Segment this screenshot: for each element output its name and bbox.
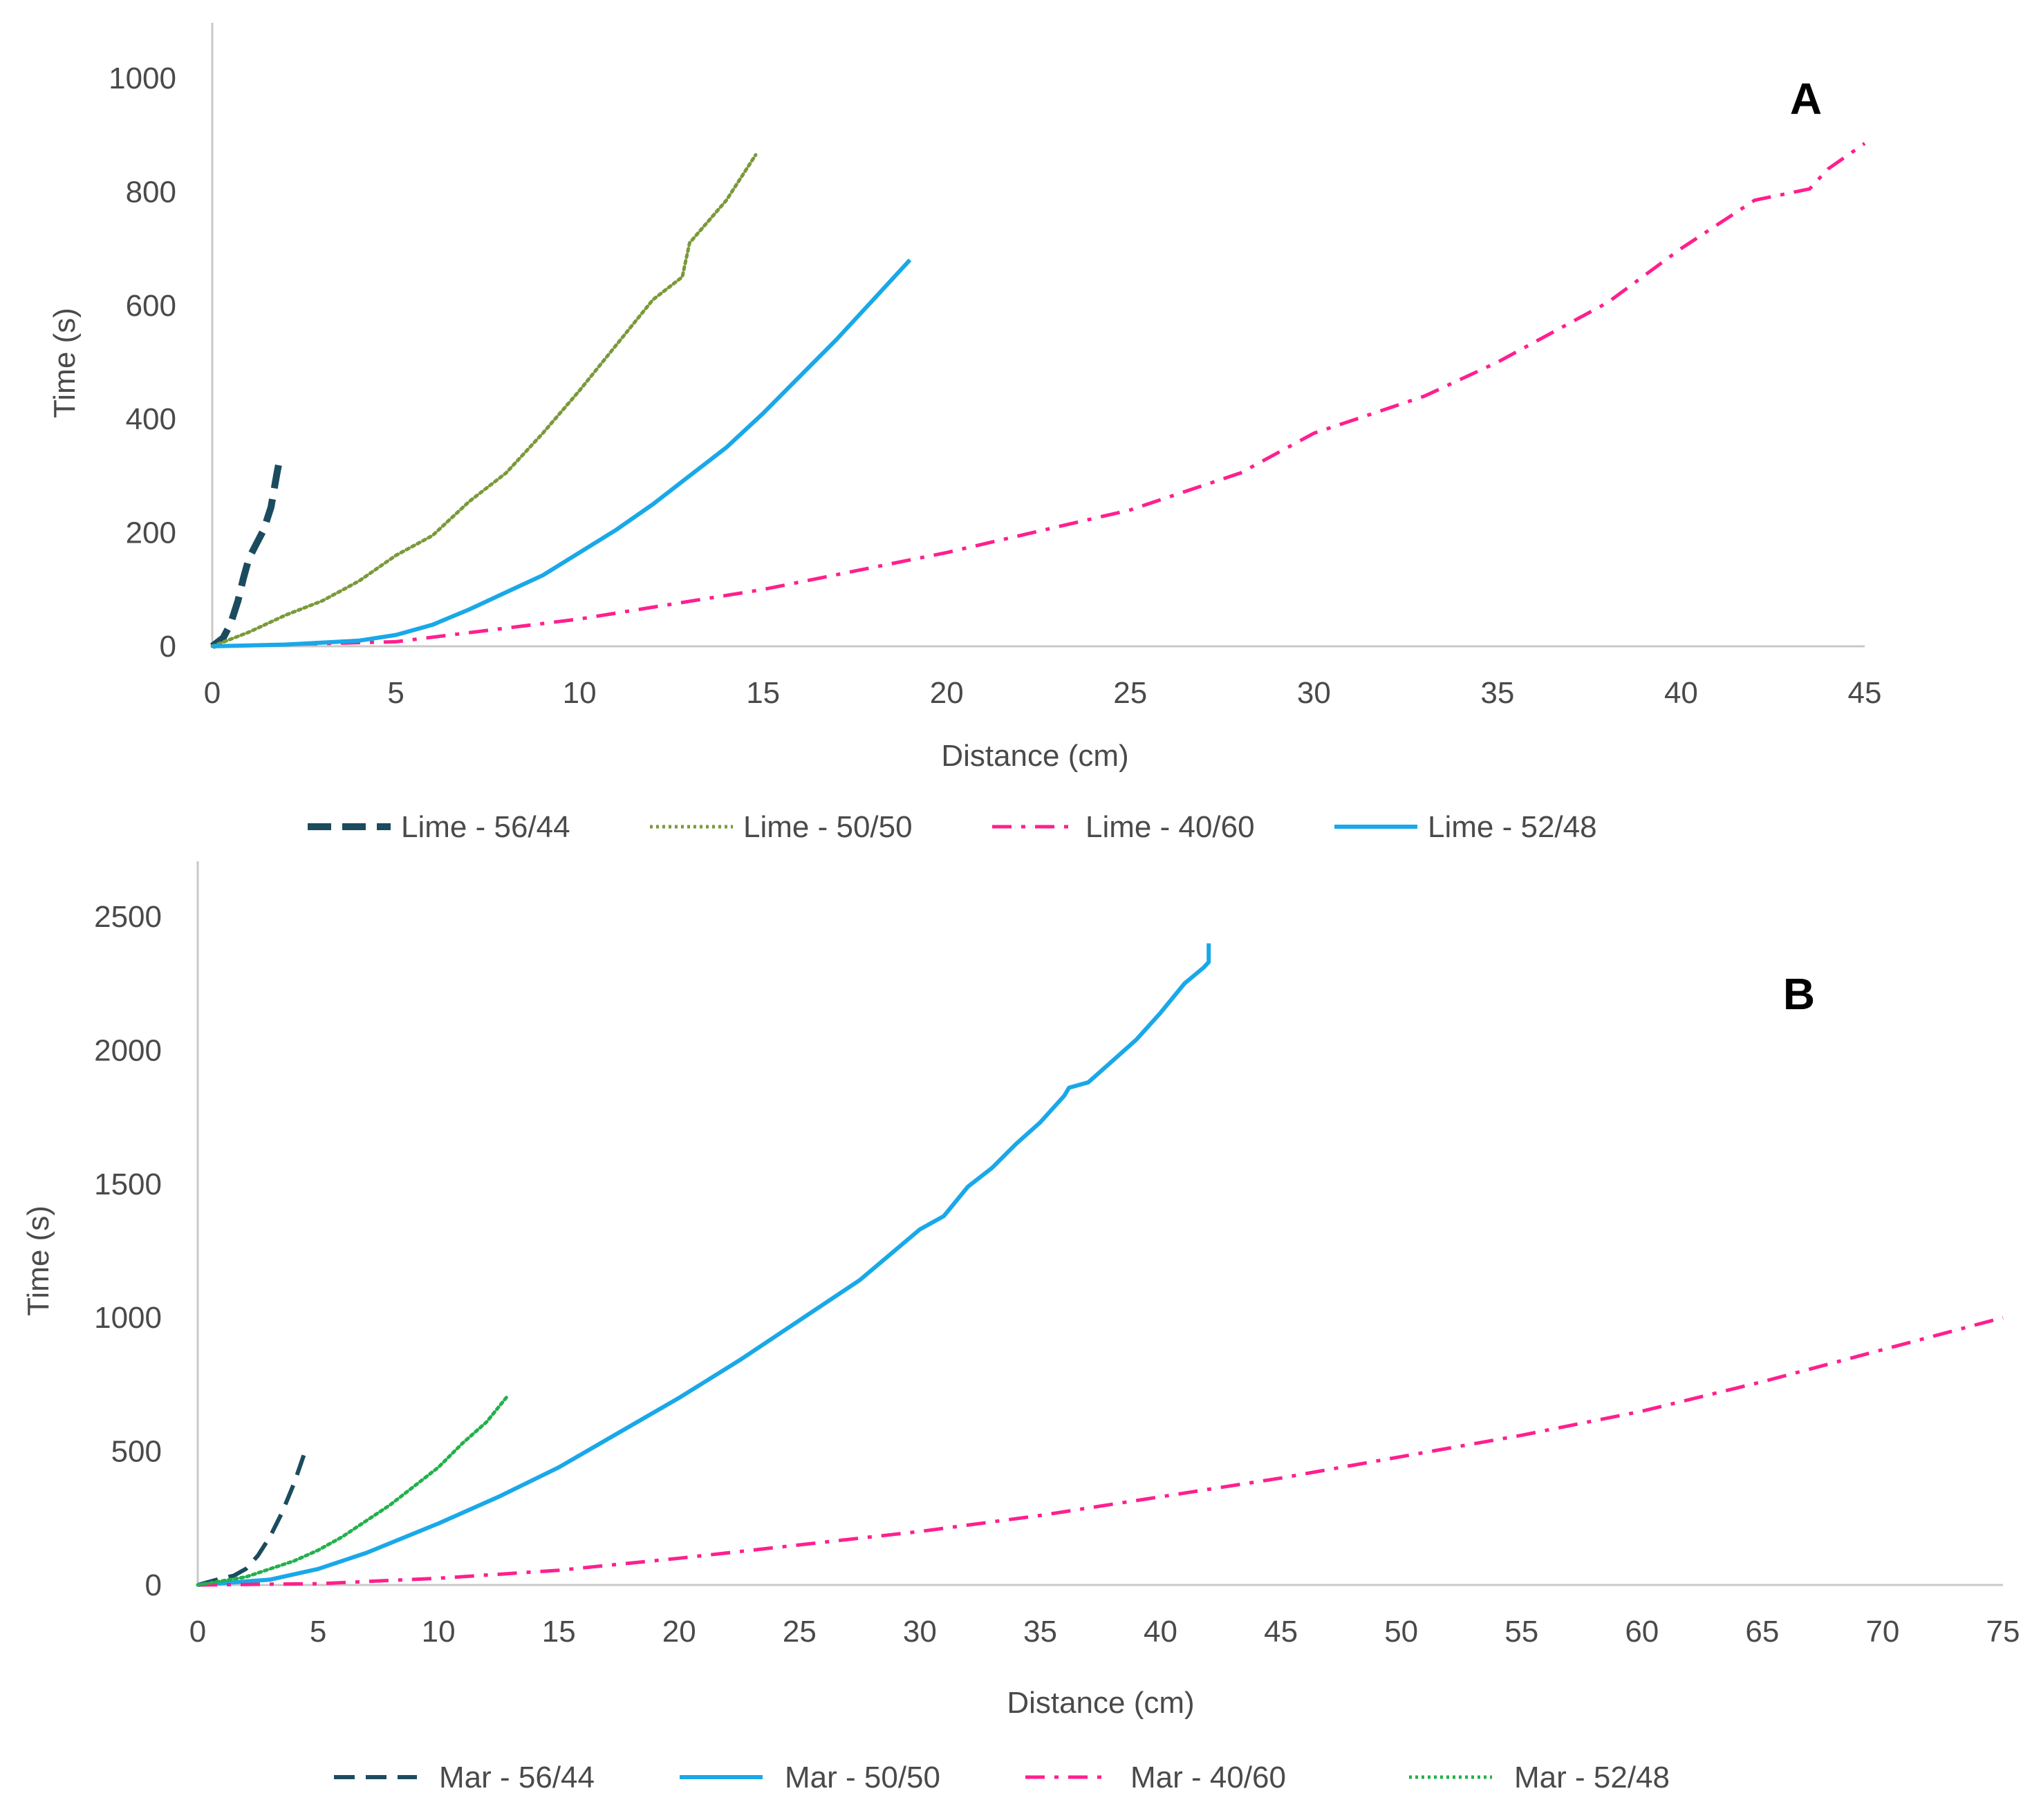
legend-label-b-3: Mar - 40/60	[1130, 1761, 1286, 1794]
tick-labels-b: 0 5 10 15 20 25 30 35 40 45 50 55 60 65 70 75 0 500 1000 15…	[94, 900, 2020, 1649]
x-tick-label-a: 15	[746, 676, 780, 710]
series-line-a-1	[209, 455, 284, 649]
x-tick-label-b: 0	[189, 1615, 206, 1649]
series-line-a-4	[212, 258, 912, 648]
y-tick-label-b: 2500	[94, 900, 162, 934]
x-axis-label-b: Distance (cm)	[1007, 1686, 1194, 1720]
y-tick-label-a: 0	[160, 630, 176, 664]
x-tick-label-b: 75	[1986, 1615, 2020, 1649]
x-tick-label-b: 30	[903, 1615, 937, 1649]
axes-b	[196, 861, 2003, 1586]
series-b	[196, 943, 2004, 1587]
x-tick-label-b: 15	[542, 1615, 576, 1649]
x-axis-label-a: Distance (cm)	[941, 739, 1128, 773]
axes-a	[211, 23, 1865, 648]
x-tick-label-b: 20	[662, 1615, 696, 1649]
legend-label-b-1: Mar - 56/44	[439, 1761, 595, 1794]
legend-label-b-4: Mar - 52/48	[1514, 1761, 1670, 1794]
legend-label-b-2: Mar - 50/50	[785, 1761, 940, 1794]
y-tick-label-a: 1000	[109, 62, 176, 95]
x-tick-label-a: 30	[1297, 676, 1331, 710]
x-tick-label-b: 45	[1264, 1615, 1298, 1649]
legend-b: Mar - 56/44 Mar - 50/50 Mar - 40/60 Mar - 5…	[334, 1761, 1670, 1794]
legend-label-a-3: Lime - 40/60	[1085, 810, 1255, 844]
x-tick-label-a: 20	[930, 676, 964, 710]
y-tick-label-a: 400	[126, 402, 176, 436]
series-a	[209, 142, 1866, 649]
x-tick-label-b: 40	[1144, 1615, 1177, 1649]
y-tick-label-b: 1000	[94, 1301, 162, 1335]
tick-labels-a: 0 5 10 15 20 25 30 35 40 45 0 200 400 600 800 1000	[109, 62, 1881, 710]
series-line-a-3	[212, 142, 1866, 648]
legend-label-a-4: Lime - 52/48	[1428, 810, 1597, 844]
x-tick-label-b: 60	[1625, 1615, 1659, 1649]
y-axis-label-a: Time (s)	[48, 308, 82, 418]
y-tick-label-b: 2000	[94, 1033, 162, 1067]
series-line-b-4	[196, 1393, 510, 1587]
y-tick-label-a: 800	[126, 175, 176, 209]
legend-label-a-1: Lime - 56/44	[401, 810, 570, 844]
legend-a: Lime - 56/44 Lime - 50/50 Lime - 40/60 Lime…	[308, 810, 1597, 844]
series-line-b-3	[197, 1315, 2004, 1587]
y-tick-label-a: 600	[126, 289, 176, 323]
panel-label-a: A	[1790, 74, 1822, 124]
series-line-b-1	[197, 1447, 308, 1587]
x-tick-label-b: 25	[783, 1615, 817, 1649]
y-axis-label-b: Time (s)	[21, 1205, 55, 1316]
series-line-b-2	[197, 943, 1211, 1587]
x-tick-label-b: 10	[422, 1615, 456, 1649]
x-tick-label-b: 35	[1023, 1615, 1057, 1649]
x-tick-label-a: 45	[1848, 676, 1882, 710]
x-tick-label-a: 35	[1480, 676, 1514, 710]
x-tick-label-b: 55	[1504, 1615, 1538, 1649]
y-tick-label-b: 0	[145, 1568, 162, 1602]
series-line-a-2	[210, 153, 758, 648]
chart-panel-a: 0 5 10 15 20 25 30 35 40 45 0 200 400 600 800 1000 A Di…	[48, 23, 1881, 844]
x-tick-label-a: 5	[387, 676, 404, 710]
chart-panel-b: 0 5 10 15 20 25 30 35 40 45 50 55 60 65 70 75 0 500 1000 15…	[21, 861, 2020, 1794]
x-tick-label-a: 0	[204, 676, 221, 710]
x-tick-label-b: 50	[1384, 1615, 1418, 1649]
x-tick-label-a: 25	[1113, 676, 1147, 710]
x-tick-label-b: 70	[1865, 1615, 1899, 1649]
y-tick-label-b: 1500	[94, 1167, 162, 1201]
panel-label-b: B	[1783, 969, 1815, 1019]
x-tick-label-b: 65	[1745, 1615, 1779, 1649]
y-tick-label-a: 200	[126, 516, 176, 550]
x-tick-label-b: 5	[310, 1615, 326, 1649]
x-tick-label-a: 10	[563, 676, 597, 710]
y-tick-label-b: 500	[111, 1435, 162, 1469]
legend-label-a-2: Lime - 50/50	[743, 810, 913, 844]
x-tick-label-a: 40	[1664, 676, 1698, 710]
